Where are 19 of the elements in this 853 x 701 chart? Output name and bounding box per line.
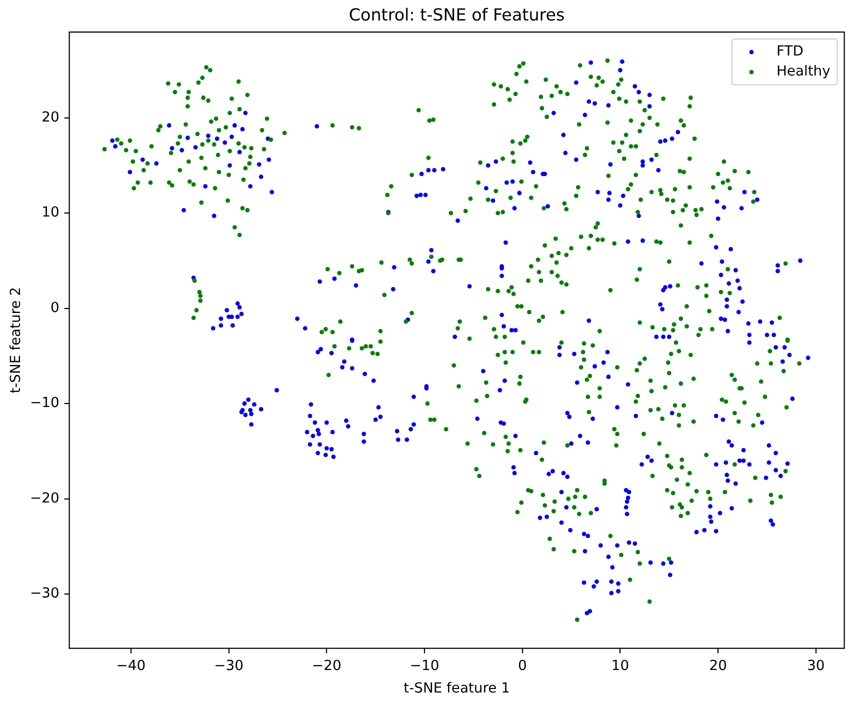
- legend-label: Healthy: [776, 64, 830, 80]
- x-tick-label: 10: [611, 658, 630, 674]
- legend-label: FTD: [776, 44, 804, 60]
- y-tick-label: 0: [50, 300, 60, 316]
- x-axis-title: t-SNE feature 1: [404, 680, 510, 696]
- x-tick-label: −40: [116, 658, 146, 674]
- x-tick-label: 30: [807, 658, 825, 674]
- y-axis-title: t-SNE feature 2: [8, 287, 24, 394]
- y-tick-label: −20: [30, 490, 60, 506]
- y-tick-label: −10: [30, 395, 60, 412]
- y-tick-label: 20: [42, 109, 60, 126]
- x-tick-label: −20: [312, 658, 342, 674]
- x-tick-label: 20: [709, 658, 727, 674]
- x-tick-label: −30: [214, 658, 244, 674]
- chart-title: Control: t-SNE of Features: [348, 4, 565, 24]
- y-tick-label: 10: [42, 204, 60, 221]
- y-tick-label: −30: [30, 586, 60, 602]
- x-tick-label: 0: [518, 658, 527, 674]
- x-tick-label: −10: [410, 658, 440, 674]
